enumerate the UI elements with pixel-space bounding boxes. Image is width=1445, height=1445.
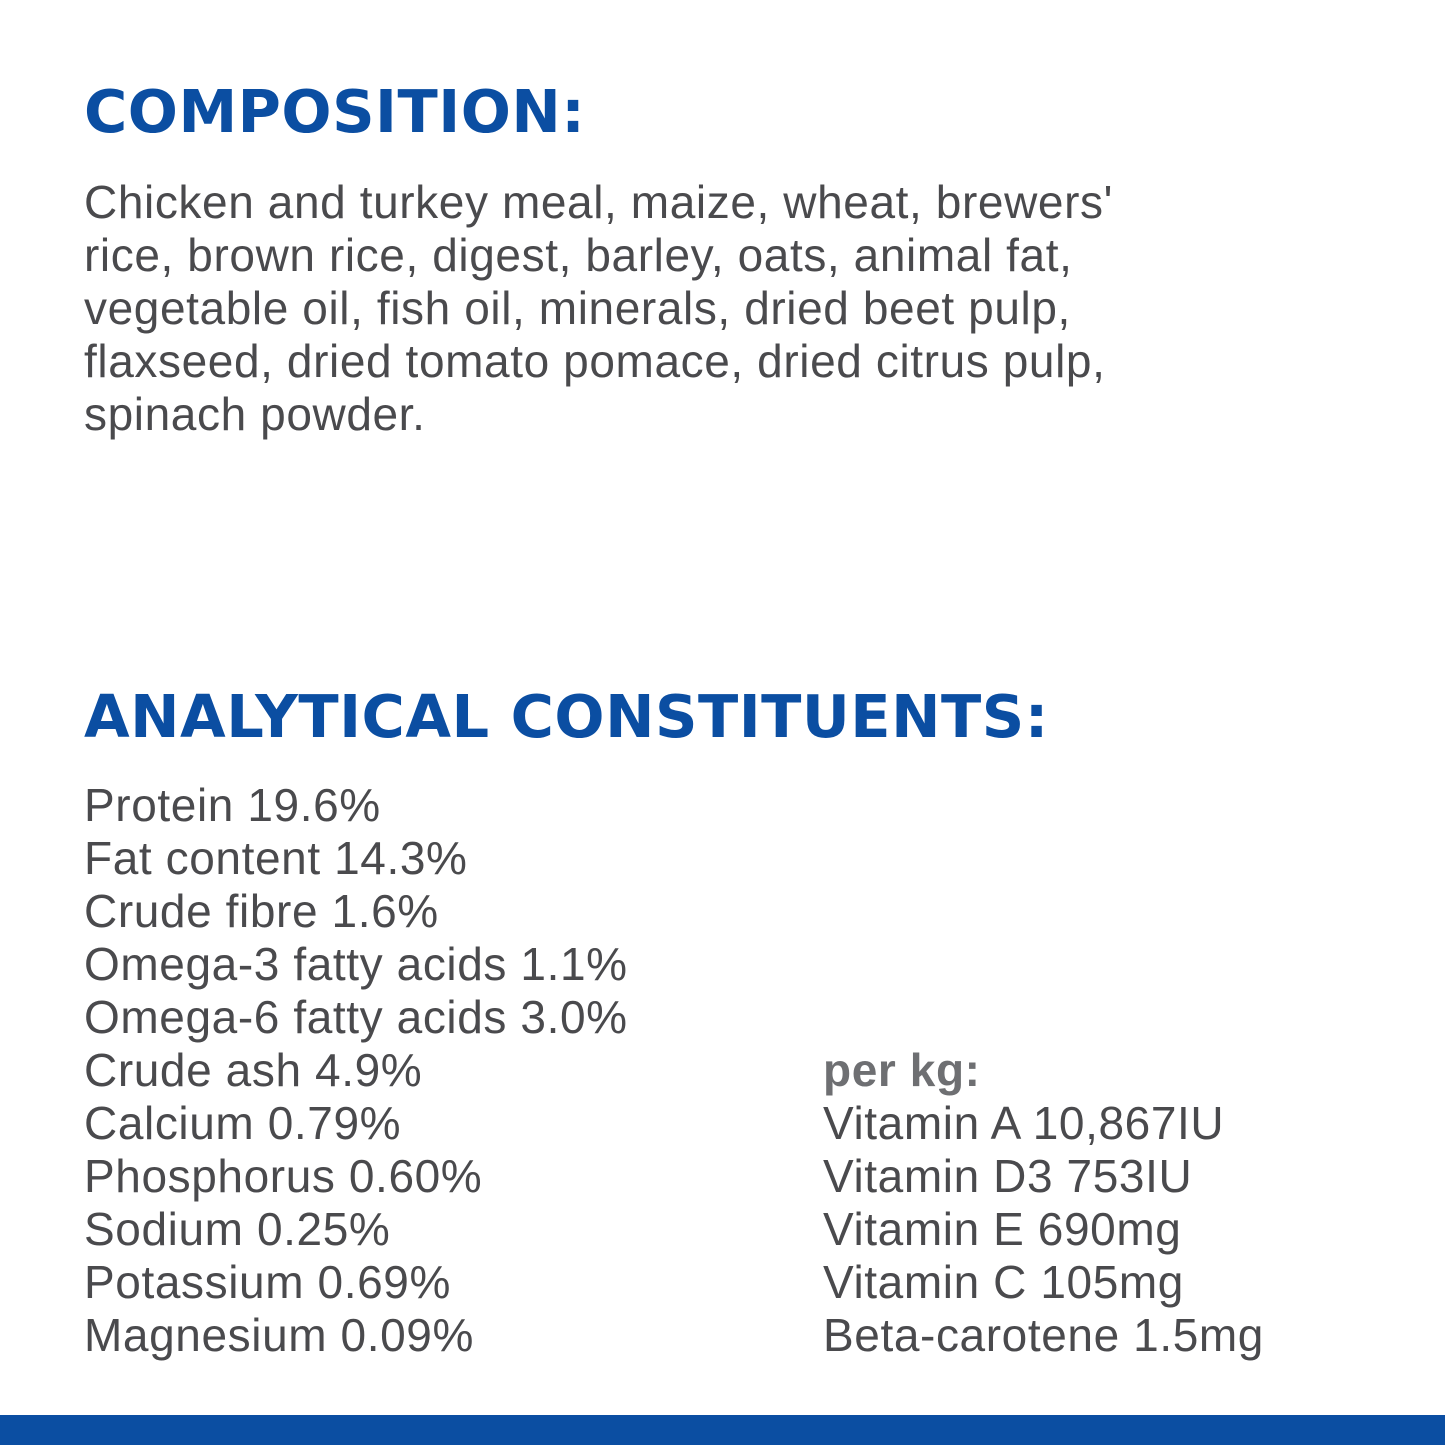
vitamin-item: Vitamin D3 753IU	[823, 1150, 1193, 1202]
per-kg-section: per kg: Vitamin A 10,867IU Vitamin D3 75…	[823, 1044, 1264, 1362]
composition-line: vegetable oil, fish oil, minerals, dried…	[84, 282, 1071, 334]
vitamin-item: Beta-carotene 1.5mg	[823, 1309, 1264, 1361]
constituent-item: Sodium 0.25%	[84, 1203, 391, 1255]
composition-heading: COMPOSITION:	[84, 77, 586, 146]
bottom-brand-bar	[0, 1415, 1445, 1445]
per-kg-label: per kg:	[823, 1044, 981, 1096]
analytical-constituents-heading: ANALYTICAL CONSTITUENTS:	[84, 682, 1049, 751]
constituent-item: Phosphorus 0.60%	[84, 1150, 483, 1202]
composition-text: Chicken and turkey meal, maize, wheat, b…	[84, 176, 1113, 441]
composition-line: rice, brown rice, digest, barley, oats, …	[84, 229, 1073, 281]
vitamin-item: Vitamin A 10,867IU	[823, 1097, 1225, 1149]
composition-line: spinach powder.	[84, 388, 426, 440]
constituent-item: Calcium 0.79%	[84, 1097, 402, 1149]
constituent-item: Omega-3 fatty acids 1.1%	[84, 938, 628, 990]
constituent-item: Crude ash 4.9%	[84, 1044, 423, 1096]
vitamin-item: Vitamin E 690mg	[823, 1203, 1182, 1255]
composition-line: Chicken and turkey meal, maize, wheat, b…	[84, 176, 1113, 228]
constituents-list: Protein 19.6% Fat content 14.3% Crude fi…	[84, 779, 628, 1362]
constituent-item: Omega-6 fatty acids 3.0%	[84, 991, 628, 1043]
constituent-item: Fat content 14.3%	[84, 832, 468, 884]
constituent-item: Protein 19.6%	[84, 779, 381, 831]
composition-line: flaxseed, dried tomato pomace, dried cit…	[84, 335, 1106, 387]
constituent-item: Potassium 0.69%	[84, 1256, 451, 1308]
constituent-item: Crude fibre 1.6%	[84, 885, 439, 937]
constituent-item: Magnesium 0.09%	[84, 1309, 474, 1361]
vitamin-item: Vitamin C 105mg	[823, 1256, 1184, 1308]
vitamins-list: Vitamin A 10,867IU Vitamin D3 753IU Vita…	[823, 1097, 1264, 1362]
